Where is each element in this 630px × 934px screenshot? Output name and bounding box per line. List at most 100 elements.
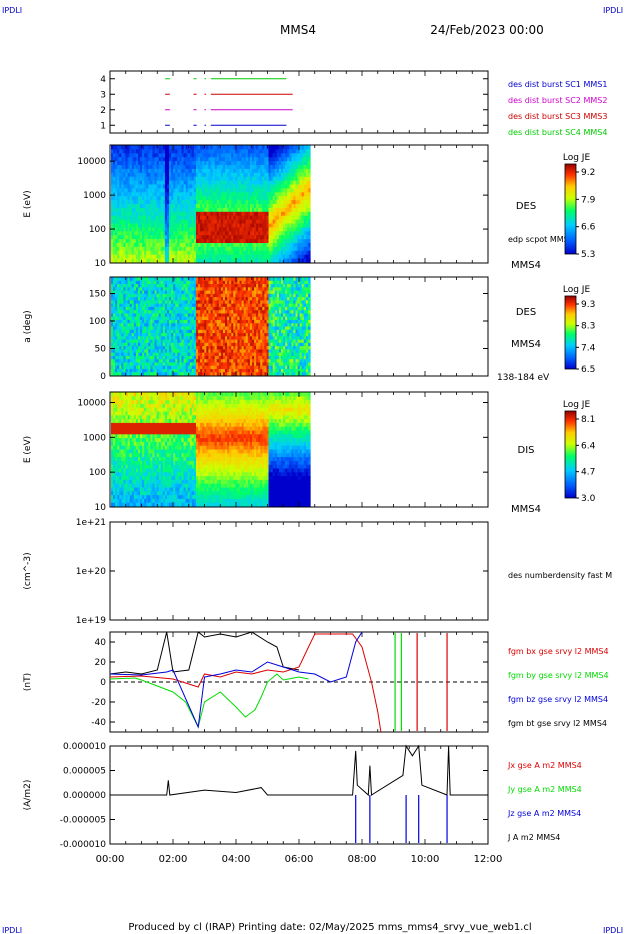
spectrogram-cell <box>260 246 263 252</box>
spectrogram-cell <box>173 227 176 232</box>
spectrogram-cell <box>214 319 218 324</box>
spectrogram-cell <box>191 300 195 305</box>
spectrogram-cell <box>293 172 297 178</box>
spectrogram-cell <box>156 284 160 288</box>
spectrogram-cell <box>169 149 172 154</box>
spectrogram-cell <box>158 300 162 305</box>
spectrogram-cell <box>225 243 228 248</box>
spectrogram-cell <box>193 306 197 311</box>
spectrogram-cell <box>245 223 249 228</box>
spectrogram-cell <box>222 165 226 170</box>
spectrogram-cell <box>152 204 156 209</box>
spectrogram-cell <box>135 352 139 357</box>
spectrogram-cell <box>140 180 143 186</box>
spectrogram-cell <box>123 293 127 298</box>
spectrogram-cell <box>305 172 309 178</box>
spectrogram-cell <box>297 246 301 252</box>
spectrogram-cell <box>227 223 230 228</box>
spectrogram-cell <box>220 180 224 186</box>
spectrogram-cell <box>187 300 191 305</box>
spectrogram-cell <box>239 145 243 150</box>
spectrogram-cell <box>175 365 178 370</box>
spectrogram-cell <box>225 184 228 189</box>
spectrogram-cell <box>183 346 187 350</box>
spectrogram-cell <box>154 303 158 308</box>
spectrogram-cell <box>164 227 168 232</box>
colorbar-tick-label: 5.3 <box>581 250 595 260</box>
spectrogram-cell <box>291 192 295 197</box>
spectrogram-cell <box>220 287 224 292</box>
spectrogram-cell <box>117 280 120 285</box>
spectrogram-cell <box>162 211 166 217</box>
spectrogram-cell <box>204 184 207 189</box>
spectrogram-cell <box>214 231 218 236</box>
spectrogram-cell <box>164 215 168 221</box>
spectrogram-cell <box>166 215 170 221</box>
spectrogram-cell <box>283 168 286 174</box>
spectrogram-cell <box>189 243 193 248</box>
spectrogram-cell <box>249 254 253 260</box>
spectrogram-cell <box>212 339 216 344</box>
spectrogram-cell <box>264 250 268 256</box>
spectrogram-cell <box>185 223 189 228</box>
spectrogram-cell <box>142 303 145 308</box>
spectrogram-cell <box>125 359 129 364</box>
spectrogram-cell <box>123 333 127 337</box>
spectrogram-cell <box>210 277 214 282</box>
spectrogram-cell <box>185 365 189 370</box>
spectrogram-cell <box>119 310 122 315</box>
spectrogram-cell <box>196 355 199 360</box>
spectrogram-cell <box>156 149 160 154</box>
spectrogram-cell <box>117 172 120 178</box>
spectrogram-cell <box>276 145 280 150</box>
spectrogram-cell <box>208 355 212 360</box>
spectrogram-cell <box>225 303 228 308</box>
spectrogram-cell <box>227 204 230 209</box>
spectrogram-cell <box>127 180 131 186</box>
spectrogram-cell <box>127 329 131 334</box>
spectrogram-cell <box>150 207 154 213</box>
spectrogram-cell <box>171 277 174 282</box>
spectrogram-cell <box>160 290 164 295</box>
spectrogram-cell <box>218 293 222 298</box>
spectrogram-cell <box>154 239 158 244</box>
spectrogram-cell <box>123 176 127 182</box>
spectrogram-cell <box>237 323 241 328</box>
spectrogram-cell <box>254 176 257 182</box>
spectrogram-cell <box>154 365 158 370</box>
spectrogram-cell <box>111 310 114 315</box>
spectrogram-cell <box>272 180 276 186</box>
spectrogram-cell <box>305 188 309 193</box>
spectrogram-cell <box>229 235 232 240</box>
spectrogram-cell <box>113 157 116 162</box>
spectrogram-cell <box>164 235 168 240</box>
spectrogram-cell <box>154 165 158 170</box>
spectrogram-cell <box>220 215 224 221</box>
spectrogram-cell <box>210 254 214 260</box>
spectrogram-cell <box>212 303 216 308</box>
spectrogram-cell <box>179 204 183 209</box>
spectrogram-cell <box>140 368 143 373</box>
spectrogram-cell <box>210 310 214 315</box>
spectrogram-cell <box>179 231 183 236</box>
spectrogram-cell <box>245 246 249 252</box>
spectrogram-cell <box>233 227 236 232</box>
spectrogram-cell <box>158 192 162 197</box>
spectrogram-cell <box>133 246 137 252</box>
spectrogram-cell <box>131 368 135 373</box>
spectrogram-cell <box>173 180 176 186</box>
spectrogram-cell <box>233 287 236 292</box>
spectrogram-cell <box>177 359 181 364</box>
spectrogram-cell <box>222 284 226 288</box>
spectrogram-cell <box>200 184 203 189</box>
spectrogram-cell <box>202 192 205 197</box>
spectrogram-cell <box>133 333 137 337</box>
spectrogram-cell <box>227 303 230 308</box>
spectrogram-cell <box>206 362 210 367</box>
spectrogram-cell <box>299 235 303 240</box>
spectrogram-cell <box>175 227 178 232</box>
spectrogram-cell <box>281 196 284 201</box>
spectrogram-cell <box>131 313 135 318</box>
spectrogram-cell <box>146 349 149 354</box>
spectrogram-cell <box>121 157 125 162</box>
